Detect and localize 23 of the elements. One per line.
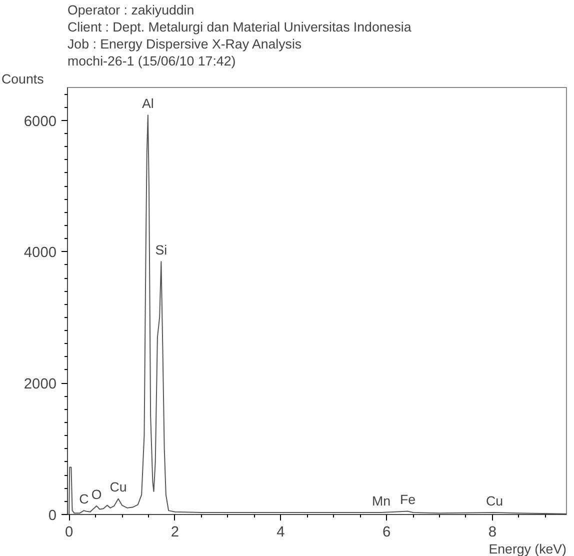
annotation: O: [91, 486, 102, 502]
annotation: Fe: [400, 492, 416, 508]
y-tick-label: 2000: [24, 376, 57, 393]
y-axis-title: Counts: [2, 72, 44, 86]
chart-subtitle: Client : Dept. Metalurgi dan Material Universitas Indonesia: [68, 20, 412, 34]
x-tick-label: 0: [65, 524, 74, 540]
y-tick-label: 0: [48, 508, 57, 524]
annotation: Al: [142, 96, 154, 112]
y-tick-label: 4000: [24, 245, 57, 262]
x-tick-label: 6: [382, 524, 391, 540]
x-tick-label: 4: [276, 524, 285, 540]
annotation: Cu: [486, 494, 504, 509]
chart-title: Operator : zakiyuddin: [68, 2, 194, 18]
annotation: Cu: [110, 480, 127, 495]
x-axis-title: Energy (keV): [488, 542, 567, 556]
x-tick-label: 2: [170, 524, 179, 540]
x-tick-label: 8: [488, 524, 496, 540]
text: mochi-26-1 (15/06/10 17:42): [68, 54, 236, 68]
y-tick-label: 6000: [24, 114, 57, 130]
annotation: Si: [155, 242, 168, 258]
text: Job : Energy Dispersive X-Ray Analysis: [68, 36, 302, 52]
annotation: Mn: [372, 494, 391, 509]
annotation: C: [79, 492, 90, 507]
